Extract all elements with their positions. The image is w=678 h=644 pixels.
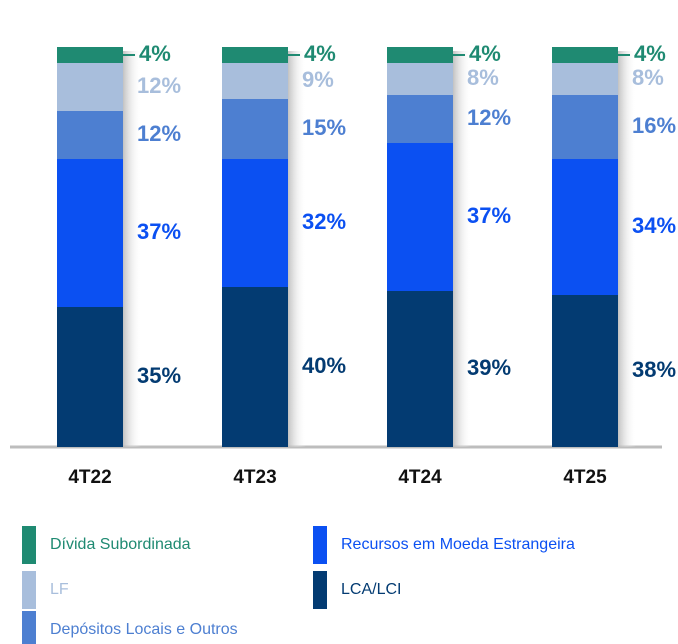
bar-segment xyxy=(57,63,123,111)
bar-segment xyxy=(552,295,618,447)
legend-label: Depósitos Locais e Outros xyxy=(50,621,238,638)
value-label: 40% xyxy=(302,353,346,378)
value-label: 4% xyxy=(304,41,336,66)
value-label: 12% xyxy=(467,105,511,130)
value-label: 16% xyxy=(632,113,676,138)
bar-segment xyxy=(387,63,453,95)
bar-segment xyxy=(222,99,288,159)
value-label: 39% xyxy=(467,355,511,380)
value-label: 4% xyxy=(469,41,501,66)
x-tick-label: 4T23 xyxy=(233,467,276,488)
bar-segment xyxy=(57,111,123,159)
value-label: 8% xyxy=(467,65,499,90)
legend-swatch xyxy=(313,526,327,564)
legend-swatch xyxy=(313,571,327,609)
value-label: 34% xyxy=(632,213,676,238)
value-label: 8% xyxy=(632,65,664,90)
value-label: 12% xyxy=(137,121,181,146)
value-label: 38% xyxy=(632,357,676,382)
legend-swatch xyxy=(22,611,36,644)
x-tick-label: 4T22 xyxy=(68,467,111,488)
x-tick-label: 4T24 xyxy=(398,467,442,488)
bar-segment xyxy=(387,291,453,447)
bar-segment xyxy=(387,143,453,291)
legend-label: Dívida Subordinada xyxy=(50,536,191,553)
x-tick-label: 4T25 xyxy=(563,467,607,488)
value-label: 12% xyxy=(137,73,181,98)
value-label: 15% xyxy=(302,115,346,140)
bar-segment xyxy=(57,47,123,63)
value-label: 37% xyxy=(137,219,181,244)
bar-shadow xyxy=(288,51,306,447)
bar-segment xyxy=(57,159,123,307)
bar-shadow xyxy=(618,51,636,447)
value-label: 4% xyxy=(634,41,666,66)
bar-segment xyxy=(552,47,618,63)
value-label: 37% xyxy=(467,203,511,228)
value-label: 4% xyxy=(139,41,171,66)
legend-swatch xyxy=(22,571,36,609)
value-label: 32% xyxy=(302,209,346,234)
bar-segment xyxy=(552,159,618,295)
legend-swatch xyxy=(22,526,36,564)
legend-label: LF xyxy=(50,581,69,598)
value-label: 9% xyxy=(302,67,334,92)
legend-label: Recursos em Moeda Estrangeira xyxy=(341,536,575,553)
bar-shadow xyxy=(453,51,471,447)
value-label: 35% xyxy=(137,363,181,388)
bar-segment xyxy=(552,95,618,159)
bar-segment xyxy=(387,47,453,63)
bar-segment xyxy=(222,159,288,287)
bar-segment xyxy=(222,63,288,99)
bar-segment xyxy=(387,95,453,143)
bar-segment xyxy=(222,287,288,447)
bar-segment xyxy=(552,63,618,95)
bar-shadow xyxy=(123,51,141,447)
bar-segment xyxy=(57,307,123,447)
legend-label: LCA/LCI xyxy=(341,581,401,598)
bar-segment xyxy=(222,47,288,63)
